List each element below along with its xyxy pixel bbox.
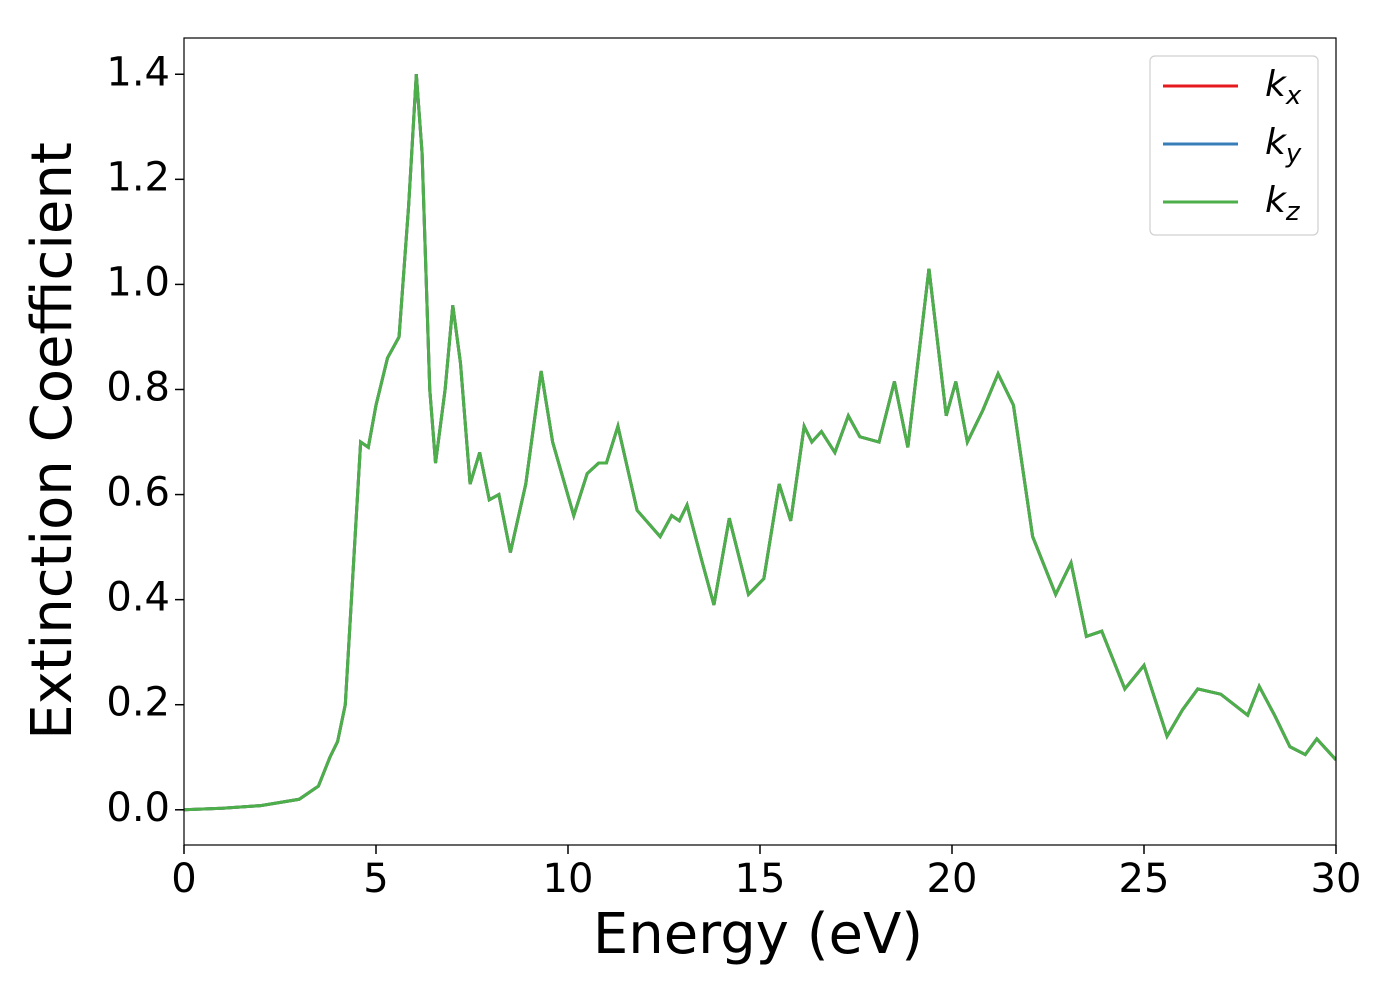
x-tick-label: 25 [1119,856,1170,902]
plot-frame [183,37,1337,846]
y-tick-label: 0.2 [106,680,170,726]
y-tick-label: 0.8 [106,364,170,410]
y-tick-label: 1.2 [106,154,170,200]
x-tick-label: 20 [927,856,978,902]
y-axis-label: Extinction Coefficient [20,142,85,740]
y-tick-label: 0.6 [106,470,170,516]
x-tick-label: 30 [1311,856,1362,902]
y-tick-label: 0.4 [106,575,170,621]
x-tick-label: 0 [171,856,196,902]
x-tick-label: 10 [543,856,594,902]
data-line [184,74,1336,812]
y-tick-label: 1.0 [106,259,170,305]
x-tick-label: 15 [735,856,786,902]
x-axis-label: Energy (eV) [593,902,923,967]
y-tick-label: 0.0 [106,785,170,831]
legend-label: ky [1265,122,1302,169]
legend-label: kx [1265,64,1302,111]
x-tick-label: 5 [363,856,388,902]
y-tick-label: 1.4 [106,49,170,95]
legend-label: kz [1265,180,1301,227]
